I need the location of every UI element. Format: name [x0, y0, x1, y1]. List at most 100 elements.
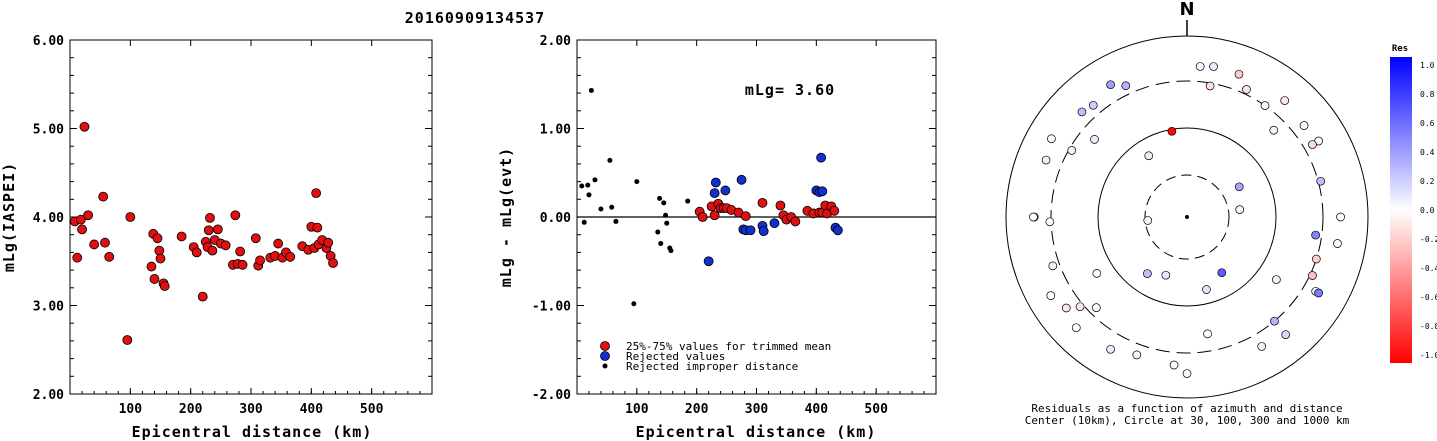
rejected-value-point	[703, 256, 714, 267]
magnitude-point	[72, 252, 83, 263]
magnitude-point	[100, 237, 110, 248]
station-residual-point	[1217, 268, 1227, 278]
colorbar-tick-label: -0.6	[1420, 293, 1437, 302]
plot1-ylabel: mLg(IASPEI)	[0, 162, 18, 272]
improper-distance-point	[655, 229, 661, 235]
station-residual-point	[1092, 269, 1102, 278]
magnitude-point	[235, 246, 246, 257]
station-residual-point	[1067, 146, 1077, 155]
improper-distance-point	[631, 301, 637, 307]
colorbar-tick-label: 1.0	[1420, 61, 1435, 70]
improper-distance-point	[592, 177, 598, 183]
station-residual-point	[1269, 125, 1279, 135]
colorbar-tick-label: -0.4	[1420, 264, 1437, 273]
rejected-value-point	[817, 186, 828, 197]
station-residual-point	[1169, 360, 1179, 370]
improper-distance-point	[663, 212, 669, 218]
magnitude-point	[77, 224, 87, 235]
plot1-xtick-label: 500	[360, 402, 384, 417]
station-residual-point	[1143, 269, 1152, 278]
station-residual-point	[1088, 100, 1098, 110]
plot2-annotation: mLg= 3.60	[745, 81, 835, 99]
station-residual-point	[1045, 217, 1055, 227]
magnitude-point	[149, 274, 160, 284]
plot2-ytick-label: 2.00	[540, 34, 571, 49]
rejected-value-point	[745, 225, 756, 236]
magnitude-point	[311, 188, 322, 199]
plot2-legend: 25%-75% values for trimmed mean Rejected…	[600, 340, 831, 373]
station-residual-point	[1308, 271, 1317, 280]
ring-100km	[1097, 127, 1277, 307]
colorbar-tick-label: 0.8	[1420, 90, 1435, 99]
magnitude-point	[191, 247, 202, 258]
plot1-xtick-label: 400	[300, 402, 324, 417]
station-residual-point	[1242, 85, 1251, 94]
rejected-value-point	[832, 225, 843, 236]
improper-distance-point	[585, 182, 591, 188]
plot2-xtick-label: 300	[745, 402, 769, 417]
station-residual-point	[1203, 329, 1212, 339]
station-residual-point	[1272, 275, 1281, 284]
magnitude-point	[79, 121, 90, 132]
rejected-value-point	[720, 185, 731, 196]
azimuth-residual-plot: N Residuals as a function of azimuth and…	[1005, 0, 1369, 427]
station-residual-point	[1161, 270, 1171, 280]
plot1-xlabel: Epicentral distance (km)	[132, 423, 373, 441]
station-residual-point	[1047, 134, 1056, 144]
rejected-value-point	[736, 174, 747, 185]
magnitude-point	[203, 225, 214, 236]
improper-distance-point	[586, 192, 592, 198]
magnitude-point	[75, 214, 86, 225]
trimmed-mean-point	[709, 210, 720, 221]
magnitude-point	[323, 237, 334, 248]
colorbar-gradient	[1390, 57, 1412, 363]
trimmed-mean-point	[740, 211, 751, 222]
station-residual-point	[1029, 212, 1038, 222]
station-residual-point	[1308, 140, 1317, 149]
colorbar-tick-label: 0.6	[1420, 119, 1435, 128]
trimmed-mean-point	[757, 197, 768, 208]
colorbar-tick-label: -1.0	[1420, 351, 1437, 360]
station-residual-point	[1234, 182, 1244, 192]
improper-distance-point	[661, 200, 667, 206]
magnitude-point	[273, 238, 284, 249]
station-residual-point	[1336, 212, 1345, 222]
rejected-value-point	[758, 226, 769, 237]
improper-distance-point	[598, 206, 604, 212]
plot1-xtick-label: 100	[119, 402, 143, 417]
station-residual-point	[1144, 151, 1154, 161]
station-residual-point	[1205, 81, 1215, 91]
rejected-value-point	[816, 152, 827, 163]
improper-distance-point	[657, 195, 663, 201]
magnitude-point	[312, 222, 323, 233]
event-center	[1185, 215, 1189, 219]
magnitude-point	[212, 224, 223, 235]
station-residual-point	[1121, 81, 1131, 91]
magnitude-point	[220, 240, 231, 251]
colorbar-tick-label: 0.2	[1420, 177, 1435, 186]
station-residual-point	[1235, 205, 1245, 214]
polar-caption-line2: Center (10km), Circle at 30, 100, 300 an…	[1025, 414, 1350, 427]
plot1-xtick-label: 300	[239, 402, 263, 417]
colorbar-tick-label: -0.2	[1420, 235, 1437, 244]
polar-caption-line1: Residuals as a function of azimuth and d…	[1031, 402, 1342, 415]
improper-distance-point	[609, 204, 615, 210]
legend-marker-rejected	[600, 351, 610, 361]
improper-distance-point	[613, 218, 619, 224]
magnitude-point	[230, 210, 241, 221]
plot1-ytick-label: 6.00	[33, 34, 64, 49]
trimmed-mean-point	[775, 200, 786, 211]
plot1-xtick-label: 200	[179, 402, 203, 417]
station-residual-point	[1333, 239, 1342, 248]
station-residual-point	[1311, 254, 1321, 264]
ring-outer	[1005, 35, 1369, 399]
plot2-ytick-label: -2.00	[532, 388, 571, 403]
magnitude-vs-distance-plot: 100 200 300 400 500 2.00 3.00 4.00 5.00 6.00 Epic…	[0, 34, 433, 441]
trimmed-mean-point	[790, 216, 801, 227]
station-residual-point	[1202, 285, 1211, 294]
colorbar-tick-label: 0.0	[1420, 206, 1435, 215]
improper-distance-point	[588, 87, 594, 93]
legend-label-improper: Rejected improper distance	[626, 360, 798, 373]
magnitude-point	[285, 251, 296, 262]
